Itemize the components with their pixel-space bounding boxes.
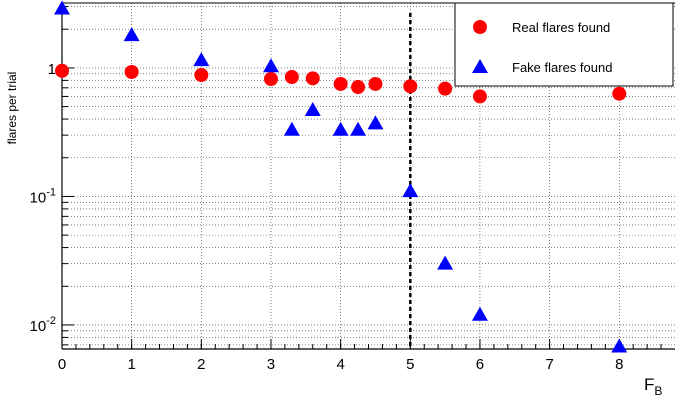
real-flare-point xyxy=(438,81,453,96)
x-tick-label: 7 xyxy=(545,356,553,373)
fake-flare-point xyxy=(437,255,454,270)
legend: Real flares found Fake flares found xyxy=(454,2,674,87)
y-tick-label-exponent: -2 xyxy=(46,315,56,327)
real-flare-point xyxy=(351,80,366,95)
x-axis-title: FB xyxy=(644,375,662,398)
fake-flare-point xyxy=(193,52,210,67)
legend-marker-fake xyxy=(472,59,488,73)
real-flare-point xyxy=(284,69,299,84)
fake-flare-point xyxy=(611,338,628,353)
x-tick-label: 0 xyxy=(58,356,66,373)
fake-flare-point xyxy=(123,27,140,42)
x-tick-label: 6 xyxy=(476,356,484,373)
fake-flare-point xyxy=(471,306,488,321)
real-flare-point xyxy=(368,76,383,91)
fake-flare-point xyxy=(304,102,321,117)
fake-flare-point xyxy=(283,121,300,136)
legend-marker-real xyxy=(473,20,487,34)
legend-label: Real flares found xyxy=(512,20,610,35)
fake-flare-point xyxy=(402,183,419,198)
x-tick-label: 3 xyxy=(267,356,275,373)
legend-box xyxy=(454,2,674,87)
fake-flare-point xyxy=(350,121,367,136)
real-flare-point xyxy=(403,79,418,94)
data-points xyxy=(54,0,628,353)
real-flare-point xyxy=(124,64,139,79)
x-tick-label: 2 xyxy=(197,356,205,373)
x-tick-label: 8 xyxy=(615,356,623,373)
y-tick-label-base: 1 xyxy=(48,61,56,78)
real-flare-point xyxy=(263,71,278,86)
real-flare-point xyxy=(472,89,487,104)
x-tick-label: 5 xyxy=(406,356,414,373)
y-tick-label-base: 10 xyxy=(30,318,47,335)
x-axis-title-subscript: B xyxy=(654,384,662,398)
real-flare-point xyxy=(305,71,320,86)
x-axis-title-main: F xyxy=(644,375,654,394)
real-flare-point xyxy=(194,68,209,83)
y-tick-label: 10-1 xyxy=(30,186,56,206)
y-tick-label: 1 xyxy=(48,61,56,78)
x-tick-label: 1 xyxy=(127,356,135,373)
y-tick-label-base: 10 xyxy=(30,189,47,206)
fake-flare-point xyxy=(262,58,279,73)
real-flare-point xyxy=(333,76,348,91)
x-tick-label: 4 xyxy=(336,356,344,373)
y-tick-label: 10-2 xyxy=(30,315,56,335)
y-axis-title: flares per trial xyxy=(5,72,19,145)
fake-flare-point xyxy=(367,115,384,130)
real-flare-point xyxy=(55,63,69,78)
fake-flare-point xyxy=(54,0,70,15)
fake-flare-point xyxy=(332,121,349,136)
legend-label: Fake flares found xyxy=(512,60,612,75)
real-flare-point xyxy=(612,86,627,101)
y-tick-label-exponent: -1 xyxy=(46,186,56,198)
tick-labels: 0 1 2 3 4 5 6 7 810-210-11 xyxy=(30,61,624,373)
